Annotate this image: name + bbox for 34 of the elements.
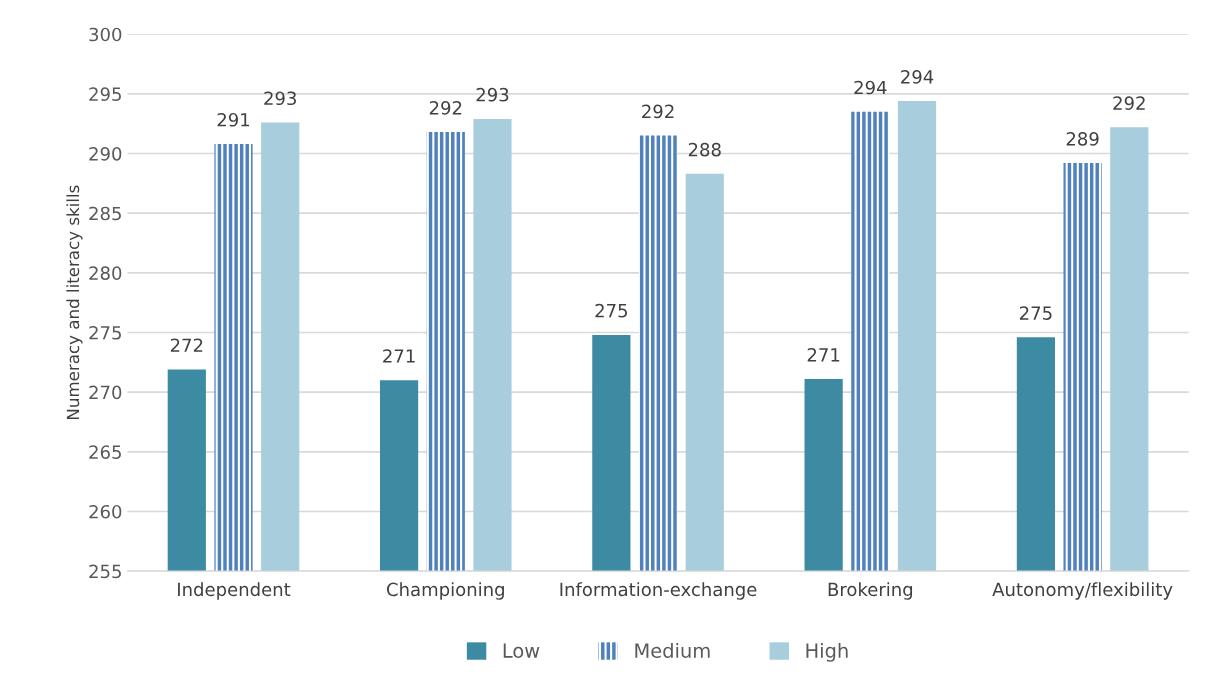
- x-tick-label: Information-exchange: [560, 582, 757, 600]
- y-tick-label: 260: [89, 504, 122, 519]
- data-label: 271: [807, 347, 840, 362]
- data-label: 271: [383, 349, 415, 363]
- data-label: 288: [688, 142, 721, 157]
- data-label: 292: [1113, 96, 1145, 110]
- legend-label: High: [806, 642, 848, 662]
- y-tick-label: 265: [89, 445, 121, 459]
- x-tick-label: Independent: [178, 582, 291, 600]
- data-label: 292: [642, 104, 674, 119]
- legend-label: Medium: [635, 642, 710, 658]
- legend-label: Low: [503, 643, 540, 658]
- x-tick-label: Brokering: [828, 582, 913, 600]
- data-label: 275: [1019, 306, 1052, 320]
- data-label: 293: [476, 87, 509, 102]
- y-axis-title: Numeracy and literacy skills: [66, 185, 83, 419]
- data-label: 294: [901, 69, 934, 84]
- y-tick-label: 275: [89, 325, 121, 340]
- data-label: 275: [595, 303, 628, 318]
- y-tick-label: 280: [89, 266, 122, 280]
- y-tick-label: 270: [89, 385, 122, 400]
- y-tick-label: 295: [89, 87, 121, 101]
- y-tick-label: 285: [89, 206, 121, 221]
- data-label: 294: [854, 80, 887, 95]
- y-tick-label: 300: [89, 27, 122, 42]
- x-tick-label: Autonomy/flexibility: [992, 582, 1173, 600]
- y-tick-label: 255: [89, 564, 121, 579]
- data-label: 292: [429, 101, 462, 115]
- data-label: 272: [170, 338, 203, 352]
- y-tick-label: 290: [89, 146, 122, 161]
- data-label: 293: [264, 91, 296, 106]
- data-label: 291: [217, 112, 250, 127]
- x-tick-label: Championing: [386, 582, 504, 600]
- data-label: 289: [1066, 132, 1099, 146]
